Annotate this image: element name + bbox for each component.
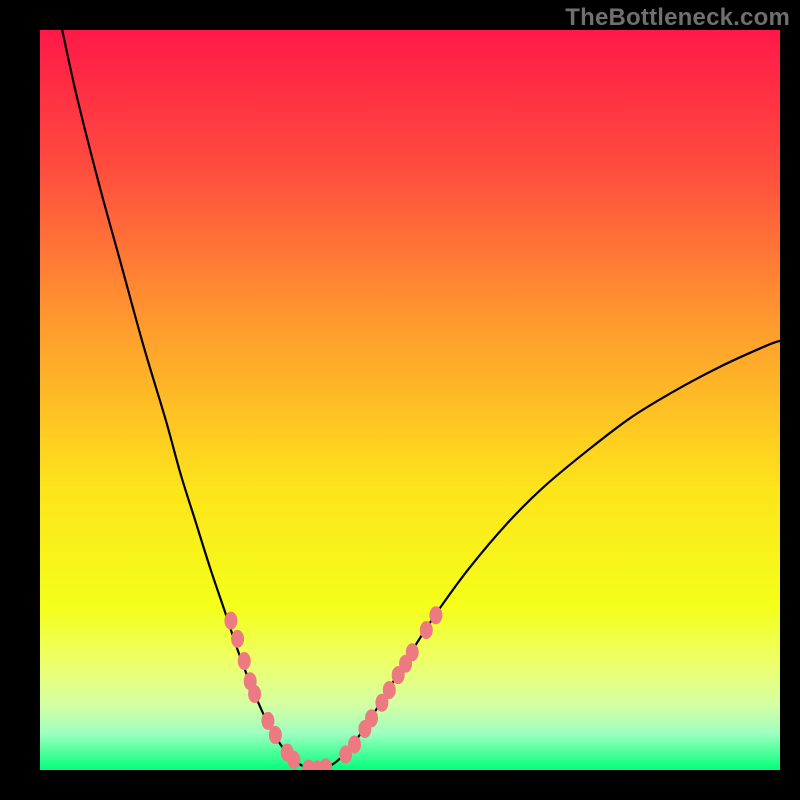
curve-marker bbox=[420, 621, 433, 639]
curve-marker bbox=[406, 643, 419, 661]
canvas: TheBottleneck.com bbox=[0, 0, 800, 800]
curve-marker bbox=[383, 681, 396, 699]
curve-marker bbox=[287, 751, 300, 769]
watermark-text: TheBottleneck.com bbox=[565, 4, 790, 32]
curve-marker bbox=[224, 612, 237, 630]
curve-marker bbox=[348, 735, 361, 753]
curve-marker bbox=[231, 630, 244, 648]
bottleneck-chart bbox=[40, 30, 780, 770]
curve-marker bbox=[248, 685, 261, 703]
curve-marker bbox=[238, 652, 251, 670]
curve-marker bbox=[429, 606, 442, 624]
curve-marker bbox=[269, 726, 282, 744]
curve-marker bbox=[365, 709, 378, 727]
